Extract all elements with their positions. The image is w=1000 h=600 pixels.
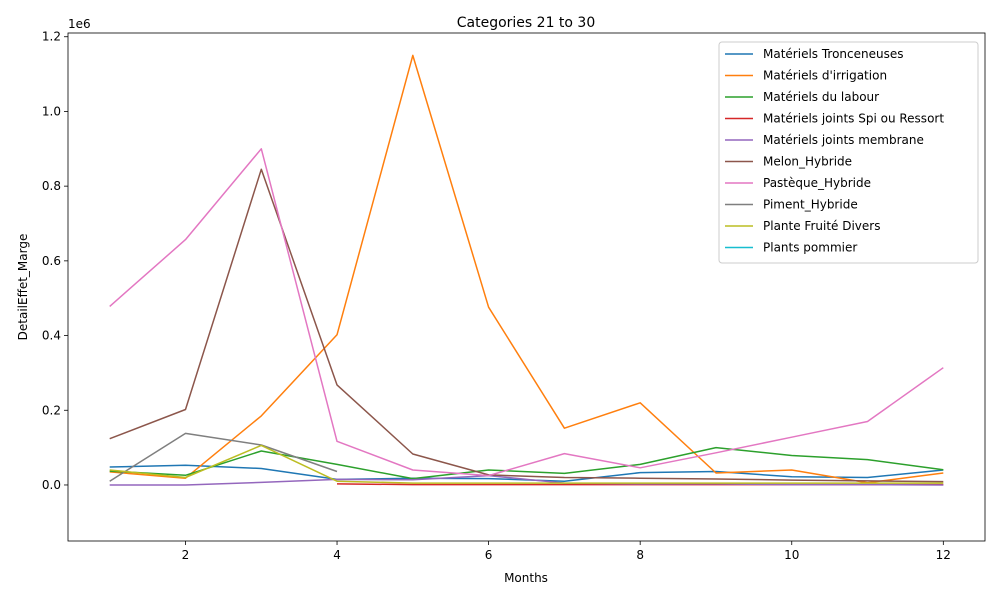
legend-label: Plante Fruité Divers: [763, 219, 880, 233]
chart-title: Categories 21 to 30: [457, 15, 596, 31]
legend-label: Matériels joints membrane: [763, 133, 924, 147]
legend-label: Plants pommier: [763, 241, 857, 255]
legend-label: Pastèque_Hybride: [763, 176, 871, 190]
y-offset-text: 1e6: [68, 17, 91, 31]
legend-label: Matériels Tronceneuses: [763, 47, 904, 61]
y-tick-label: 0.2: [42, 403, 61, 417]
legend-label: Matériels du labour: [763, 90, 879, 104]
plot-frame: [67, 32, 986, 542]
series-line-7: [109, 432, 338, 482]
y-axis: 0.0 0.2 0.4 0.6 0.8 1.0 1.2: [42, 30, 68, 492]
series-line-8: [109, 444, 944, 484]
y-tick-label: 0.4: [42, 329, 61, 343]
y-axis-label: DetailEffet_Marge: [16, 234, 30, 341]
series-line-5: [109, 168, 944, 483]
y-tick-label: 0.0: [42, 478, 61, 492]
series-line-2: [109, 446, 944, 480]
series-line-1: [109, 54, 944, 484]
x-tick-label: 2: [182, 548, 190, 562]
x-tick-label: 12: [936, 548, 951, 562]
x-tick-label: 10: [784, 548, 799, 562]
y-tick-label: 1.2: [42, 30, 61, 44]
y-tick-label: 1.0: [42, 104, 61, 118]
x-tick-label: 6: [485, 548, 493, 562]
series-line-6: [109, 148, 944, 477]
legend-label: Matériels d'irrigation: [763, 69, 887, 83]
legend-frame: [718, 41, 979, 264]
x-axis: 2 4 6 8 10 12: [182, 541, 951, 562]
x-tick-label: 8: [636, 548, 644, 562]
y-tick-label: 0.8: [42, 179, 61, 193]
x-tick-label: 4: [333, 548, 341, 562]
x-axis-label: Months: [504, 571, 548, 585]
legend-label: Piment_Hybride: [763, 198, 858, 212]
y-tick-label: 0.6: [42, 254, 61, 268]
legend-label: Matériels joints Spi ou Ressort: [763, 112, 944, 126]
legend-label: Melon_Hybride: [763, 155, 852, 169]
plot-lines: [109, 54, 944, 486]
legend: Matériels Tronceneuses Matériels d'irriga…: [718, 41, 979, 264]
series-line-4: [109, 474, 944, 486]
